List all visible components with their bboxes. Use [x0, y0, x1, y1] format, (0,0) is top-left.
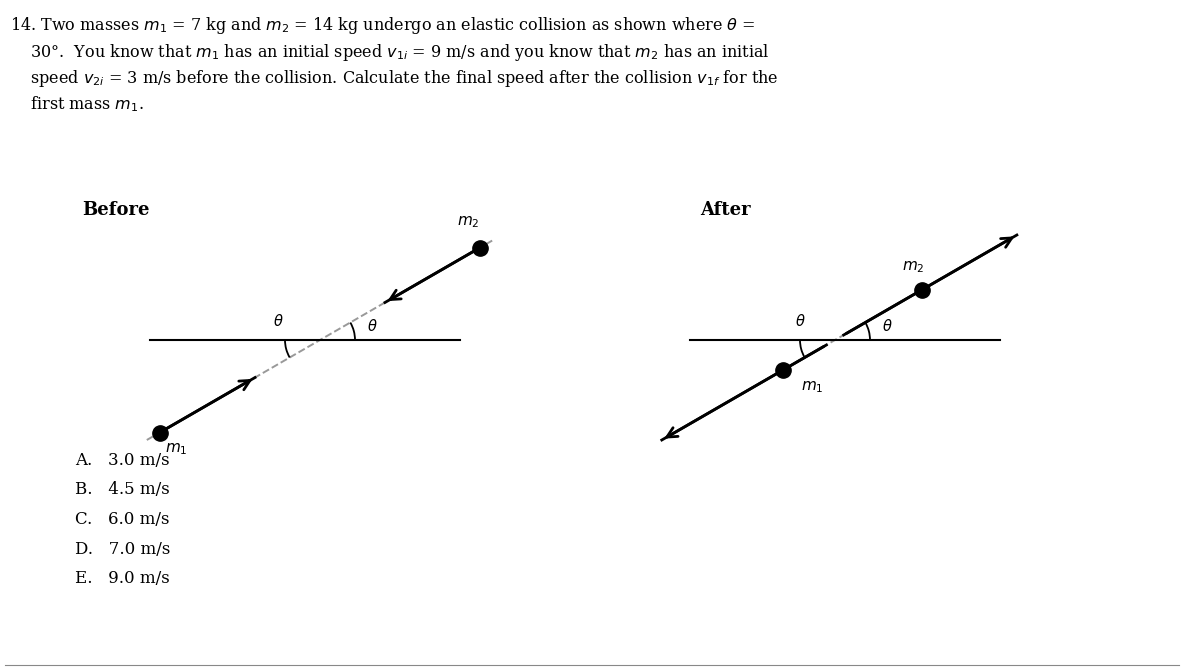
Text: E.   9.0 m/s: E. 9.0 m/s [75, 570, 169, 587]
Text: After: After [700, 201, 751, 219]
Text: first mass $m_1$.: first mass $m_1$. [9, 94, 143, 114]
Text: D.   7.0 m/s: D. 7.0 m/s [75, 541, 170, 557]
Text: $\theta$: $\theta$ [272, 313, 283, 329]
Text: 14. Two masses $m_1$ = 7 kg and $m_2$ = 14 kg undergo an elastic collision as sh: 14. Two masses $m_1$ = 7 kg and $m_2$ = … [9, 15, 755, 36]
Text: $m_2$: $m_2$ [457, 214, 480, 230]
Text: $\theta$: $\theta$ [794, 313, 805, 329]
Text: $\theta$: $\theta$ [882, 318, 893, 334]
Text: speed $v_{2i}$ = 3 m/s before the collision. Calculate the final speed after the: speed $v_{2i}$ = 3 m/s before the collis… [9, 68, 778, 89]
Text: $m_2$: $m_2$ [902, 259, 925, 275]
Text: Before: Before [82, 201, 149, 219]
Text: C.   6.0 m/s: C. 6.0 m/s [75, 511, 169, 528]
Text: $\theta$: $\theta$ [367, 318, 378, 334]
Text: A.   3.0 m/s: A. 3.0 m/s [75, 452, 169, 469]
Text: $m_1$: $m_1$ [165, 442, 187, 457]
Text: 30°.  You know that $m_1$ has an initial speed $v_{1i}$ = 9 m/s and you know tha: 30°. You know that $m_1$ has an initial … [9, 42, 770, 62]
Text: $m_1$: $m_1$ [802, 379, 824, 395]
Text: B.   4.5 m/s: B. 4.5 m/s [75, 482, 169, 498]
